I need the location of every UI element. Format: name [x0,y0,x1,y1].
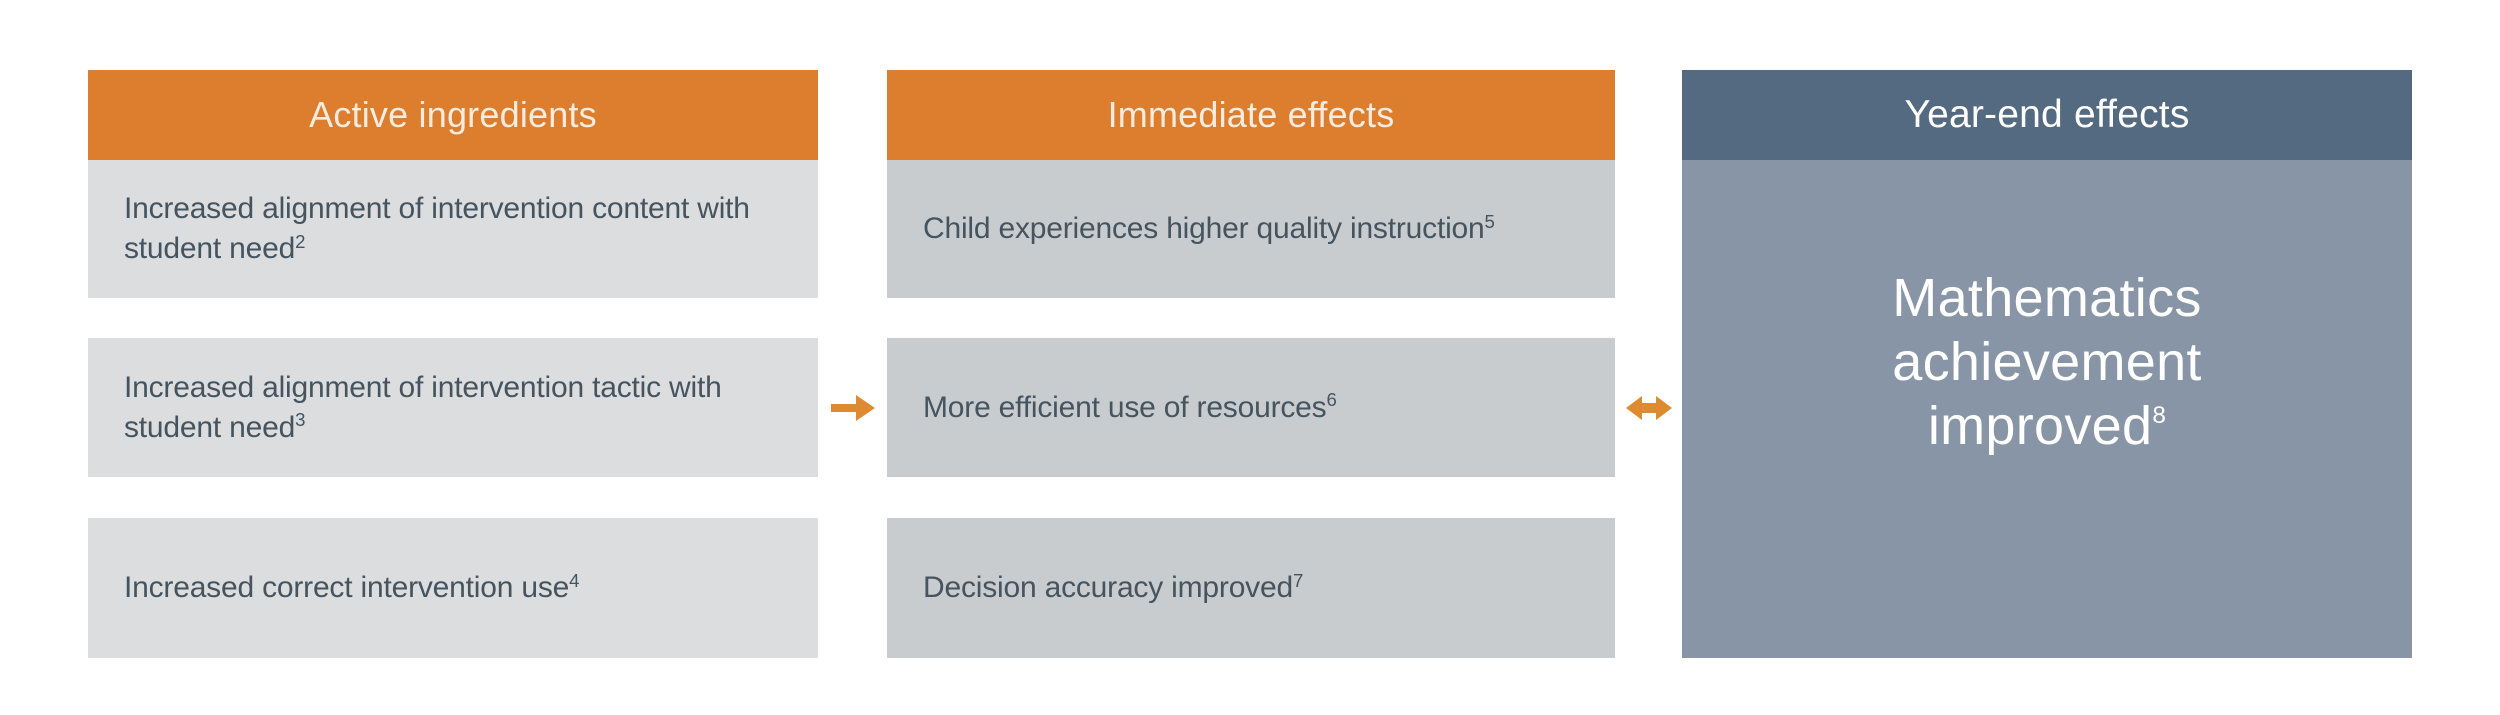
box-alignment-content: Increased alignment of intervention cont… [88,160,818,298]
year-end-effects-header: Year-end effects [1682,70,2412,160]
double-arrow-icon [1615,370,1682,445]
box-efficient-resources: More efficient use of resources6 [887,338,1615,477]
year-end-effects-header-label: Year-end effects [1904,93,2190,136]
footnote-marker: 7 [1292,569,1304,591]
footnote-marker: 8 [2152,401,2167,429]
box-efficient-resources-text: More efficient use of resources6 [923,389,1337,424]
box-correct-use: Increased correct intervention use4 [88,518,818,658]
box-alignment-tactic-text: Increased alignment of intervention tact… [124,370,722,444]
immediate-effects-header: Immediate effects [887,70,1615,160]
box-quality-instruction-text: Child experiences higher quality instruc… [923,210,1495,245]
immediate-effects-header-label: Immediate effects [1107,94,1395,135]
box-alignment-content-text: Increased alignment of intervention cont… [124,192,750,265]
box-decision-accuracy: Decision accuracy improved7 [887,518,1615,658]
footnote-marker: 4 [569,569,580,591]
column-immediate-effects: Immediate effects Child experiences high… [887,70,1615,658]
box-alignment-tactic: Increased alignment of intervention tact… [88,338,818,477]
active-ingredients-header-label: Active ingredients [309,94,597,135]
year-end-effects-body: Mathematics achievement improved8 [1682,160,2412,658]
box-quality-instruction: Child experiences higher quality instruc… [887,160,1615,298]
footnote-marker: 3 [295,409,306,431]
mathematics-achievement-text: Mathematics achievement improved8 [1892,267,2202,456]
footnote-marker: 5 [1484,210,1495,232]
column-year-end-effects: Year-end effects Mathematics achievement… [1682,70,2412,658]
footnote-marker: 2 [295,230,306,252]
box-decision-accuracy-text: Decision accuracy improved7 [923,569,1304,604]
box-correct-use-text: Increased correct intervention use4 [124,569,580,604]
right-arrow-icon [818,370,887,445]
footnote-marker: 6 [1326,389,1337,411]
column-active-ingredients: Active ingredients Increased alignment o… [88,70,818,658]
active-ingredients-header: Active ingredients [88,70,818,160]
